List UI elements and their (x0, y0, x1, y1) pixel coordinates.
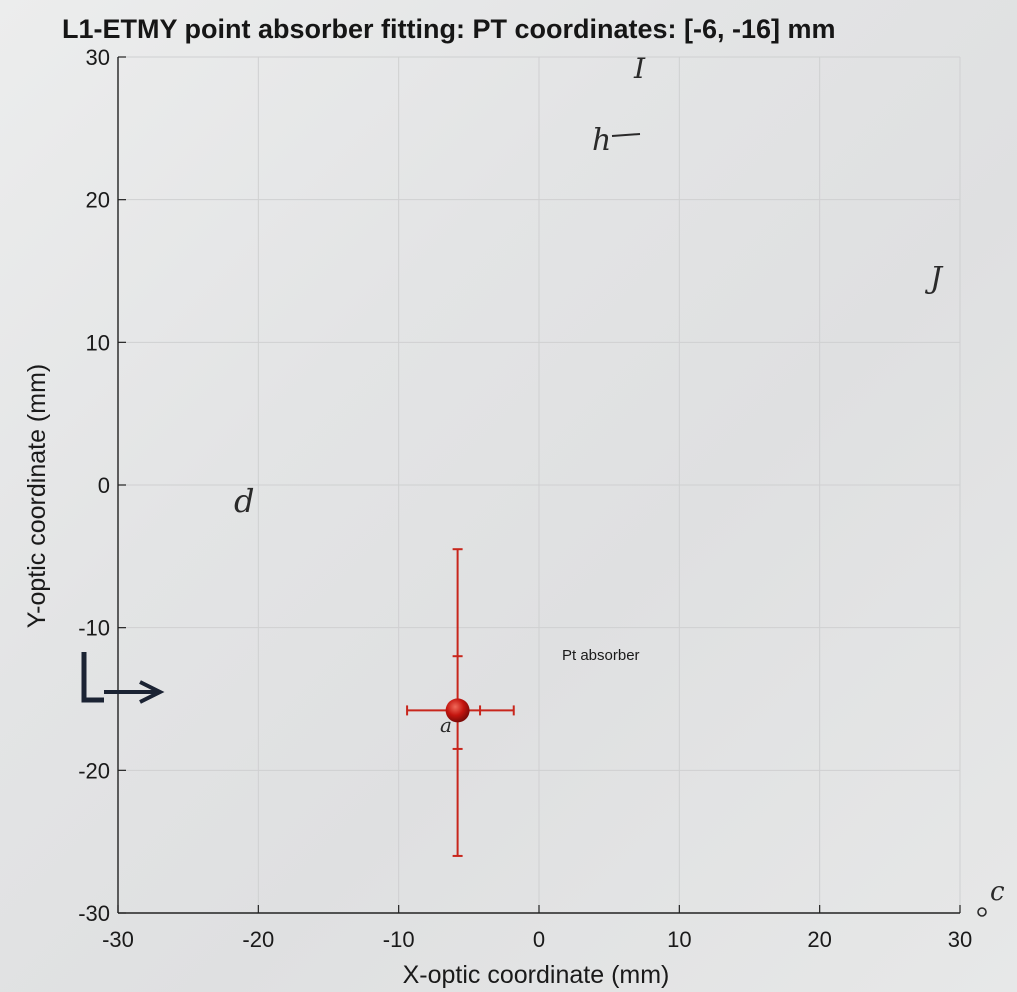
handwritten-dash (611, 133, 641, 137)
arrow-l-label: L (0, 0, 1, 1)
x-tick-label: -10 (383, 927, 415, 952)
y-tick-label: 0 (98, 473, 110, 498)
handwritten-circle (977, 907, 987, 917)
x-tick-label: -20 (242, 927, 274, 952)
y-tick-label: -20 (78, 758, 110, 783)
y-tick-label: -10 (78, 616, 110, 641)
y-tick-label: -30 (78, 901, 110, 926)
ticks: -30 -20 -10 0 10 20 30 -30 -20 -10 0 10 20 30 (78, 45, 972, 952)
y-tick-label: 30 (86, 45, 110, 70)
handwritten-mark-c: c (990, 877, 1005, 907)
x-tick-label: 0 (533, 927, 545, 952)
handwritten-mark-i: I (633, 52, 646, 85)
y-tick-label: 20 (86, 188, 110, 213)
x-axis-label: X-optic coordinate (mm) (403, 961, 670, 989)
x-tick-label: 10 (667, 927, 691, 952)
x-tick-label: 20 (807, 927, 831, 952)
y-axis-label: Y-optic coordinate (mm) (23, 364, 51, 628)
handwritten-mark-d: d (234, 482, 254, 520)
chart-title: L1-ETMY point absorber fitting: PT coord… (62, 14, 836, 44)
pt-absorber-annotation: Pt absorber (562, 647, 640, 664)
arrow-head (139, 680, 165, 704)
y-tick-label: 10 (86, 330, 110, 355)
handwritten-marks: I h J d a c (234, 52, 1005, 917)
x-tick-label: -30 (102, 927, 134, 952)
handwritten-arrow: L (0, 0, 165, 704)
handwritten-mark-j: J (924, 261, 944, 296)
x-tick-label: 30 (948, 927, 972, 952)
data-marks (406, 548, 515, 857)
pt-absorber-point (445, 698, 470, 723)
arrow-l-stroke (81, 652, 104, 703)
handwritten-mark-a: a (440, 713, 452, 737)
handwritten-mark-h: h (592, 123, 611, 158)
